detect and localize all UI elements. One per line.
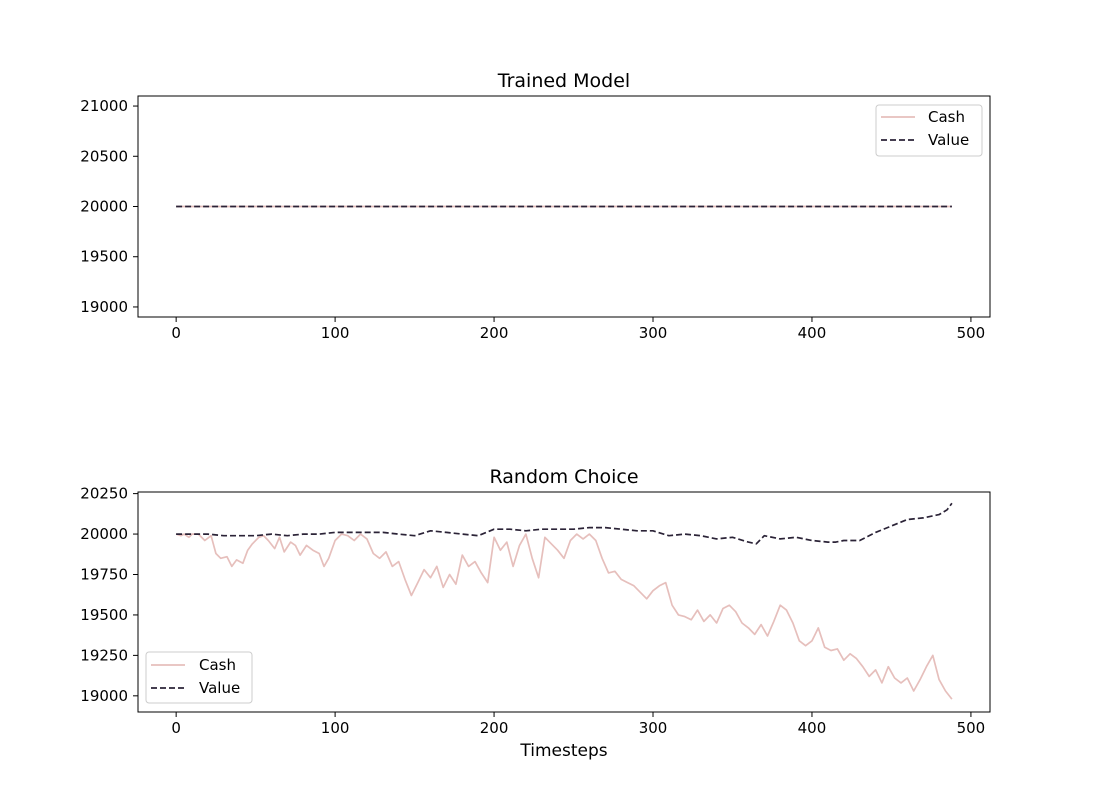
chart-top-y-tick-label: 20000 (80, 198, 128, 216)
chart-top-y-tick-label: 20500 (80, 147, 128, 165)
chart-top-x-tick-label: 200 (480, 324, 509, 342)
chart-bottom-y-tick-label: 20250 (80, 485, 128, 503)
chart-top-legend-value-label: Value (928, 131, 969, 149)
chart-bottom-x-tick-label: 0 (171, 719, 181, 737)
chart-bottom-y-tick-label: 19250 (80, 646, 128, 664)
chart-bottom-y-tick-label: 19750 (80, 566, 128, 584)
chart-bottom-x-tick-label: 500 (957, 719, 986, 737)
chart-top: Trained Model 0 100 200 300 400 500 19000 1950… (80, 70, 991, 342)
chart-bottom-title: Random Choice (489, 466, 638, 488)
chart-bottom-x-tick-label: 200 (480, 719, 509, 737)
chart-bottom-x-axis-title: Timesteps (519, 741, 607, 761)
chart-bottom-x-axis: 0 100 200 300 400 500 (171, 712, 985, 737)
chart-top-y-tick-label: 19000 (80, 298, 128, 316)
chart-top-x-axis: 0 100 200 300 400 500 (171, 317, 985, 342)
chart-bottom-x-tick-label: 300 (639, 719, 668, 737)
chart-top-legend-cash-label: Cash (928, 108, 965, 126)
chart-top-x-tick-label: 300 (639, 324, 668, 342)
chart-bottom-y-axis: 19000 19250 19500 19750 20000 20250 (80, 485, 138, 705)
chart-bottom-legend-cash-label: Cash (199, 656, 236, 674)
chart-top-legend: Cash Value (875, 104, 983, 157)
chart-bottom-series (175, 502, 953, 700)
chart-bottom-y-tick-label: 19500 (80, 606, 128, 624)
chart-bottom-y-tick-label: 20000 (80, 525, 128, 543)
chart-bottom-series-value-line (176, 502, 953, 545)
chart-bottom-series-cash-line (175, 533, 953, 700)
chart-bottom-y-tick-label: 19000 (80, 687, 128, 705)
chart-bottom-x-tick-label: 100 (321, 719, 350, 737)
chart-top-x-tick-label: 0 (171, 324, 181, 342)
chart-top-y-tick-label: 21000 (80, 97, 128, 115)
chart-bottom-x-tick-label: 400 (798, 719, 827, 737)
chart-top-y-axis: 19000 19500 20000 20500 21000 (80, 97, 138, 316)
chart-top-x-tick-label: 100 (321, 324, 350, 342)
chart-bottom-axes-frame (137, 491, 991, 713)
chart-top-y-tick-label: 19500 (80, 248, 128, 266)
chart-bottom: Random Choice 0 100 200 300 400 500 19000 1925… (80, 466, 991, 761)
chart-top-x-tick-label: 400 (798, 324, 827, 342)
chart-bottom-plot-area (137, 491, 991, 713)
chart-top-title: Trained Model (497, 70, 630, 92)
chart-bottom-legend: Cash Value (145, 651, 253, 704)
chart-top-x-tick-label: 500 (957, 324, 986, 342)
chart-bottom-legend-value-label: Value (199, 679, 240, 697)
